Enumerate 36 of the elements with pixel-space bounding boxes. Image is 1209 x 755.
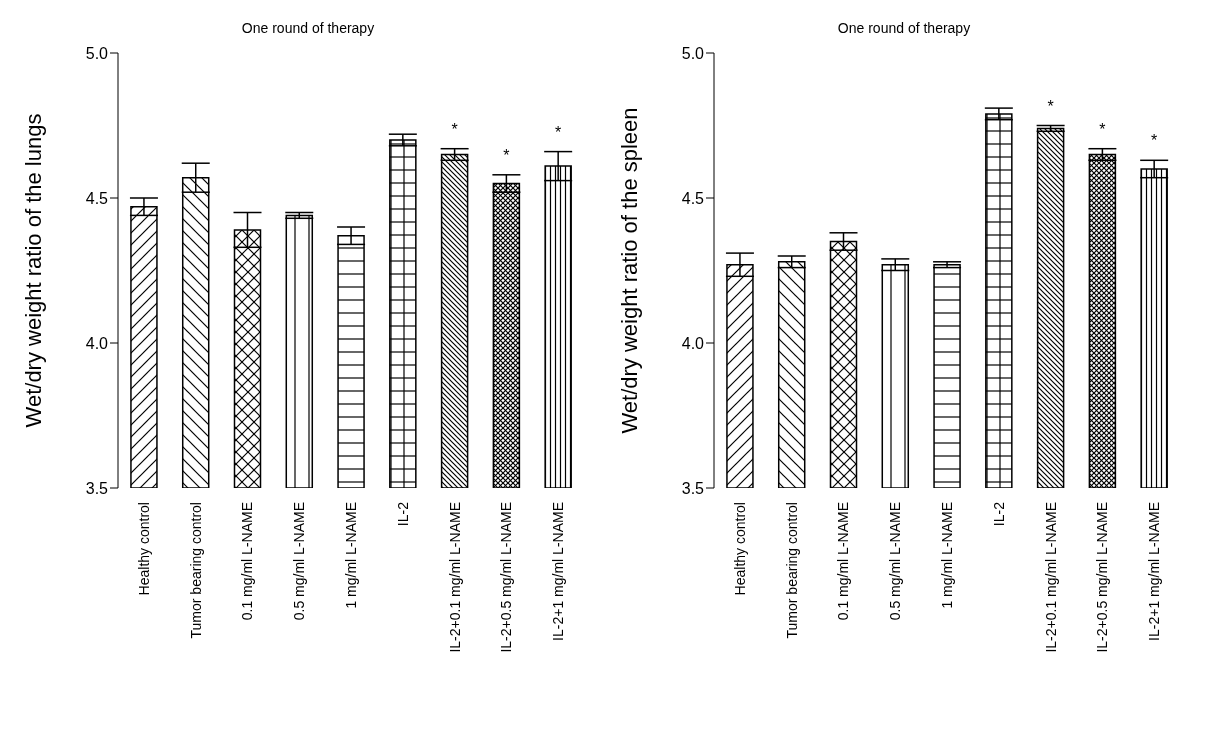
y-tick-label: 4.0 bbox=[681, 334, 705, 352]
x-tick-label: 0.1 mg/ml L-NAME bbox=[835, 502, 852, 621]
x-tick-label: Healthy control bbox=[731, 502, 748, 596]
x-tick-label: 1 mg/ml L-NAME bbox=[939, 502, 955, 609]
y-tick-label: 5.0 bbox=[681, 44, 705, 62]
y-axis-title: Wet/dry weight ratio of the lungs bbox=[20, 113, 46, 428]
x-tick-label: IL-2+0.5 mg/ml L-NAME bbox=[1094, 502, 1111, 653]
x-tick-label: IL-2+1 mg/ml L-NAME bbox=[1146, 502, 1163, 641]
annotation: * bbox=[451, 120, 458, 138]
annotation: * bbox=[1150, 132, 1158, 150]
y-tick-label: 4.5 bbox=[85, 189, 109, 207]
chart-title: One round of therapy bbox=[836, 20, 972, 36]
x-tick-label: 0.5 mg/ml L-NAME bbox=[887, 502, 904, 621]
annotation: * bbox=[1099, 120, 1106, 138]
y-tick-label: 3.5 bbox=[85, 479, 109, 497]
x-tick-label: IL-2+0.5 mg/ml L-NAME bbox=[498, 502, 515, 653]
x-tick-label: Tumor bearing control bbox=[187, 502, 204, 639]
y-tick-label: 4.0 bbox=[85, 334, 109, 352]
x-tick-label: Healthy control bbox=[135, 502, 152, 596]
annotation: * bbox=[1047, 97, 1054, 115]
x-tick-label: 1 mg/ml L-NAME bbox=[343, 502, 359, 609]
chart-title: One round of therapy bbox=[240, 20, 376, 36]
y-tick-label: 4.5 bbox=[681, 189, 705, 207]
annotation: * bbox=[554, 123, 562, 141]
x-tick-label: IL-2 bbox=[990, 501, 1007, 527]
x-tick-label: IL-2+0.1 mg/ml L-NAME bbox=[1042, 502, 1059, 653]
y-tick-label: 5.0 bbox=[85, 44, 109, 62]
x-tick-label: IL-2+0.1 mg/ml L-NAME bbox=[446, 502, 463, 653]
x-tick-label: 0.5 mg/ml L-NAME bbox=[291, 502, 308, 621]
y-tick-label: 3.5 bbox=[681, 479, 705, 497]
x-tick-label: IL-2+1 mg/ml L-NAME bbox=[550, 502, 567, 641]
annotation: * bbox=[503, 146, 510, 164]
y-axis-title: Wet/dry weight ratio of the spleen bbox=[616, 107, 642, 434]
x-tick-label: Tumor bearing control bbox=[783, 502, 800, 639]
x-tick-label: 0.1 mg/ml L-NAME bbox=[239, 502, 256, 621]
x-tick-label: IL-2 bbox=[394, 501, 411, 527]
